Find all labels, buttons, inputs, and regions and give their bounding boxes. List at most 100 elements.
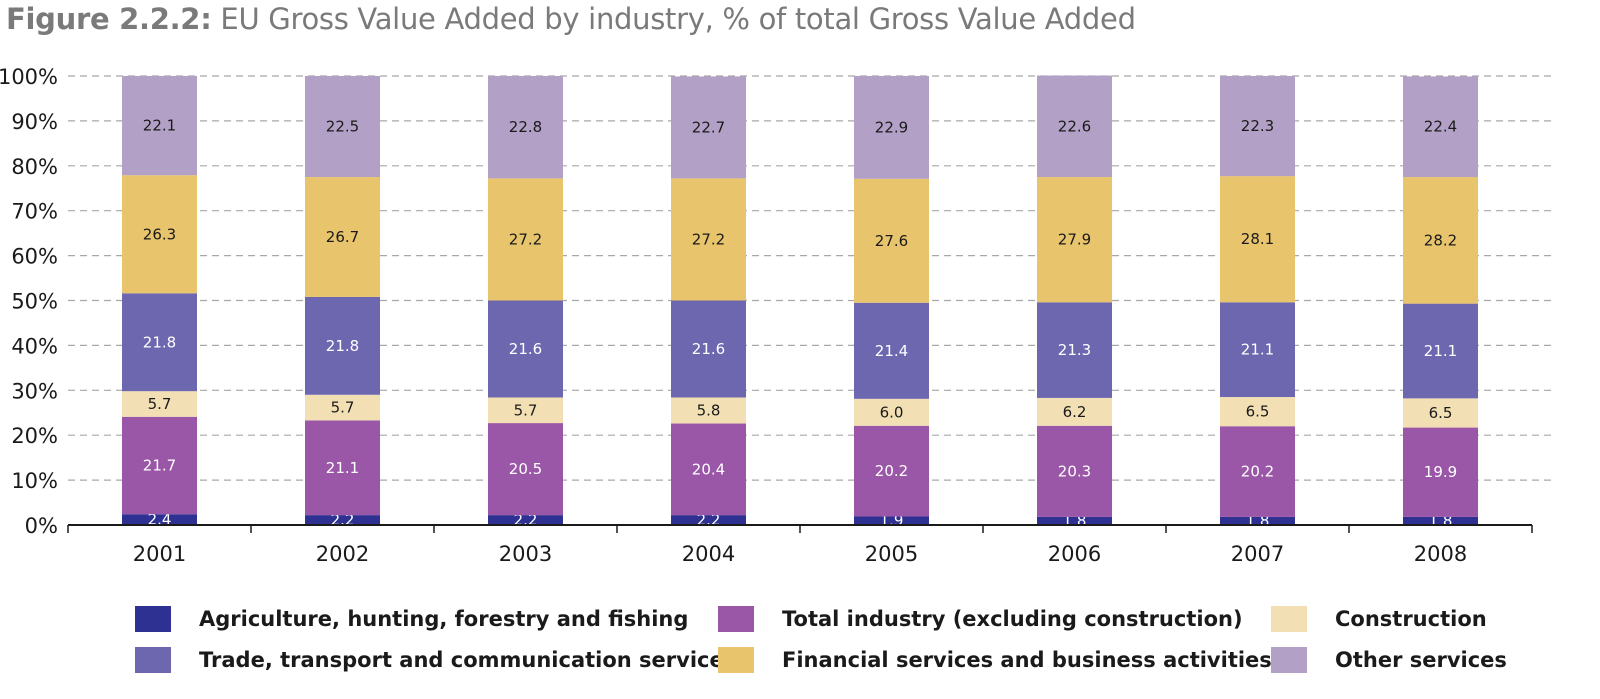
x-tick-label: 2008 bbox=[1414, 542, 1467, 566]
bar-segment bbox=[488, 300, 563, 398]
bar-segment bbox=[305, 177, 380, 297]
data-label: 20.4 bbox=[692, 460, 725, 478]
bar-segment bbox=[488, 423, 563, 516]
figure-title: Figure 2.2.2: EU Gross Value Added by in… bbox=[6, 2, 1136, 36]
data-label: 26.7 bbox=[326, 228, 359, 246]
bar-segment bbox=[1220, 426, 1295, 517]
bar-segment bbox=[1037, 302, 1112, 398]
x-tick-label: 2005 bbox=[865, 542, 918, 566]
data-label: 28.2 bbox=[1424, 231, 1457, 249]
data-label: 21.8 bbox=[143, 333, 176, 351]
data-label: 20.2 bbox=[875, 462, 908, 480]
bar-segment bbox=[488, 178, 563, 301]
data-label: 21.6 bbox=[692, 340, 725, 358]
bar-segment bbox=[122, 76, 197, 176]
bar-segment bbox=[305, 296, 380, 395]
data-label: 5.7 bbox=[331, 399, 355, 417]
data-label: 27.2 bbox=[692, 230, 725, 248]
data-label: 22.7 bbox=[692, 118, 725, 136]
bar-segment bbox=[122, 391, 197, 417]
bar-segment bbox=[1403, 398, 1478, 428]
x-tick-label: 2001 bbox=[133, 542, 186, 566]
x-tick-label: 2002 bbox=[316, 542, 369, 566]
bar-segment bbox=[488, 397, 563, 424]
bar-segment bbox=[1220, 302, 1295, 398]
data-label: 22.1 bbox=[143, 117, 176, 135]
bar-segment bbox=[1403, 177, 1478, 304]
y-tick-label: 20% bbox=[11, 424, 58, 448]
bar-segment bbox=[488, 76, 563, 179]
bar-segment bbox=[1037, 75, 1112, 178]
bar-segment bbox=[671, 300, 746, 398]
data-label: 21.7 bbox=[143, 457, 176, 475]
data-label: 21.3 bbox=[1058, 341, 1091, 359]
data-label: 21.1 bbox=[1424, 342, 1457, 360]
bar-segment bbox=[854, 425, 929, 517]
bar-segment bbox=[854, 516, 929, 525]
data-label: 20.3 bbox=[1058, 462, 1091, 480]
bar-segment bbox=[305, 76, 380, 178]
data-label: 21.1 bbox=[326, 459, 359, 477]
data-label: 6.0 bbox=[880, 403, 904, 421]
bar-segment bbox=[1037, 516, 1112, 525]
bar-segment bbox=[854, 302, 929, 399]
bar-segment bbox=[1220, 76, 1295, 177]
x-tick-label: 2004 bbox=[682, 542, 735, 566]
data-label: 22.6 bbox=[1058, 117, 1091, 135]
bar-segment bbox=[1220, 397, 1295, 427]
bar-segment bbox=[1403, 516, 1478, 525]
data-label: 26.3 bbox=[143, 225, 176, 243]
data-label: 6.5 bbox=[1429, 404, 1453, 422]
y-tick-label: 60% bbox=[11, 245, 58, 269]
y-tick-label: 70% bbox=[11, 200, 58, 224]
y-tick-label: 10% bbox=[11, 469, 58, 493]
bar-segment bbox=[671, 178, 746, 301]
figure-label: Figure 2.2.2: bbox=[6, 2, 212, 36]
bar-segment bbox=[1220, 516, 1295, 525]
y-tick-label: 80% bbox=[11, 155, 58, 179]
data-label: 6.5 bbox=[1246, 403, 1270, 421]
bar-segment bbox=[671, 76, 746, 179]
data-label: 27.6 bbox=[875, 232, 908, 250]
bar-segment bbox=[854, 178, 929, 303]
data-label: 6.2 bbox=[1063, 403, 1087, 421]
y-tick-label: 90% bbox=[11, 110, 58, 134]
bar-segment bbox=[1403, 303, 1478, 399]
y-tick-label: 30% bbox=[11, 379, 58, 403]
bar-segment bbox=[122, 514, 197, 525]
bar-segment bbox=[1403, 76, 1478, 178]
data-label: 27.2 bbox=[509, 230, 542, 248]
data-label: 20.2 bbox=[1241, 463, 1274, 481]
data-label: 22.5 bbox=[326, 118, 359, 136]
data-label: 5.7 bbox=[148, 395, 172, 413]
y-tick-label: 0% bbox=[25, 514, 58, 538]
x-tick-label: 2006 bbox=[1048, 542, 1101, 566]
data-label: 21.6 bbox=[509, 340, 542, 358]
bar-segment bbox=[671, 397, 746, 424]
data-label: 21.1 bbox=[1241, 341, 1274, 359]
bar-segment bbox=[305, 420, 380, 516]
bar-segment bbox=[1037, 177, 1112, 303]
data-label: 21.8 bbox=[326, 337, 359, 355]
x-tick-label: 2003 bbox=[499, 542, 552, 566]
data-label: 27.9 bbox=[1058, 231, 1091, 249]
bar-segment bbox=[305, 515, 380, 525]
bar-segment bbox=[122, 175, 197, 294]
bar-segment bbox=[305, 394, 380, 421]
figure-title-text: EU Gross Value Added by industry, % of t… bbox=[220, 2, 1136, 36]
data-label: 5.7 bbox=[514, 401, 538, 419]
data-label: 28.1 bbox=[1241, 230, 1274, 248]
data-label: 22.8 bbox=[509, 118, 542, 136]
data-label: 22.4 bbox=[1424, 118, 1457, 136]
bar-segment bbox=[1220, 176, 1295, 303]
bar-segment bbox=[488, 515, 563, 525]
data-label: 22.9 bbox=[875, 118, 908, 136]
bar-segment bbox=[671, 423, 746, 516]
bar-segment bbox=[671, 515, 746, 525]
y-tick-label: 40% bbox=[11, 334, 58, 358]
bar-segment bbox=[854, 76, 929, 179]
bar-segment bbox=[122, 416, 197, 515]
bar-segment bbox=[122, 293, 197, 392]
data-label: 21.4 bbox=[875, 342, 908, 360]
